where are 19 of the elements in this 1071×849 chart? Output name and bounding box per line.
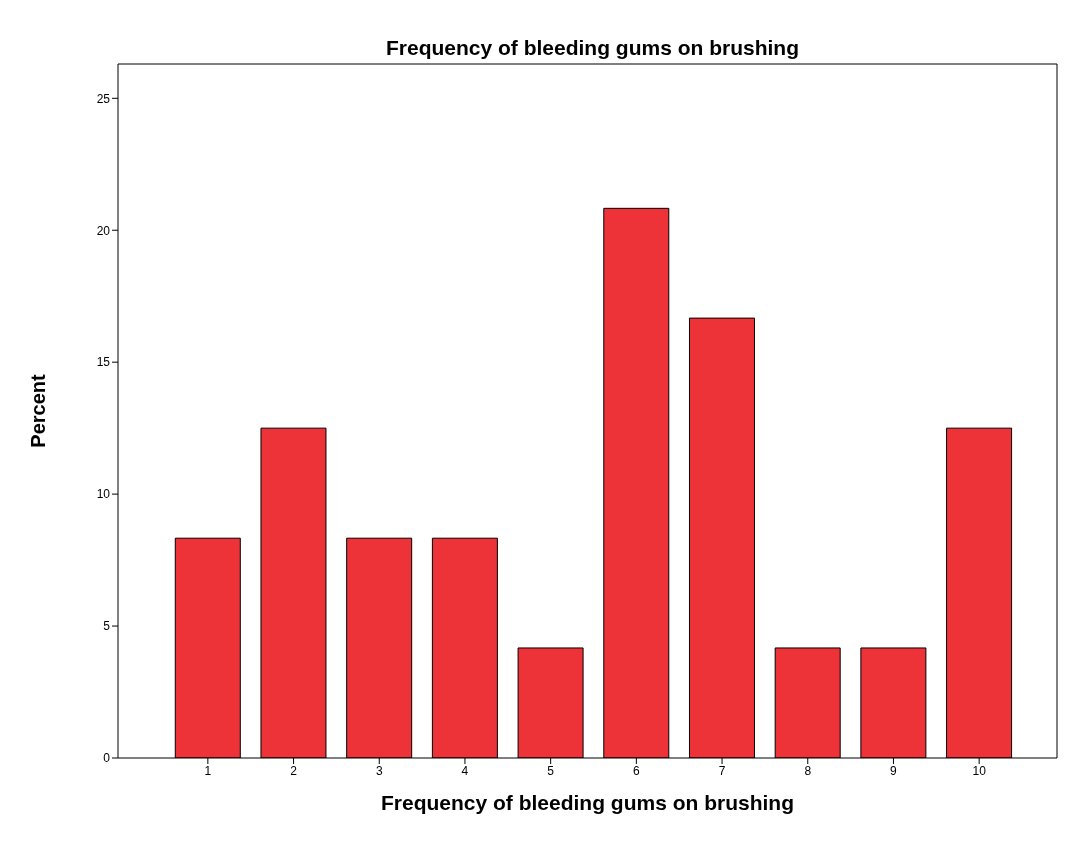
y-tick-label: 20 xyxy=(96,223,111,238)
y-tick-label: 25 xyxy=(96,91,111,106)
x-tick-label: 3 xyxy=(375,763,383,778)
y-tick-label: 5 xyxy=(103,619,111,634)
chart-title: Frequency of bleeding gums on brushing xyxy=(385,36,800,60)
y-tick-label: 10 xyxy=(96,487,111,502)
x-tick-label: 9 xyxy=(890,763,898,778)
x-tick-label: 10 xyxy=(972,763,987,778)
y-axis-title: Percent xyxy=(27,373,50,448)
x-axis-title: Frequency of bleeding gums on brushing xyxy=(380,791,795,814)
x-tick-label: 5 xyxy=(547,763,555,778)
x-tick-label: 7 xyxy=(718,763,726,778)
x-tick-label: 1 xyxy=(204,763,212,778)
x-tick-label: 6 xyxy=(633,763,641,778)
y-tick-label: 0 xyxy=(103,751,111,766)
x-tick-label: 2 xyxy=(290,763,298,778)
x-tick-label: 8 xyxy=(804,763,812,778)
x-tick-label: 4 xyxy=(461,763,469,778)
y-tick-label: 15 xyxy=(96,355,111,370)
